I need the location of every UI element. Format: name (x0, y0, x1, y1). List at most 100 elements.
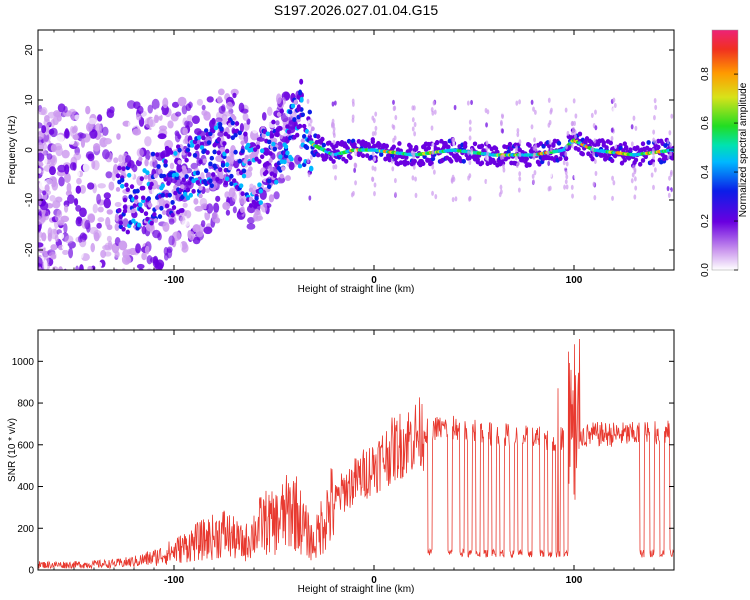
heat-streak (431, 142, 435, 148)
heat-ridge-cell (199, 145, 205, 150)
heat-blob (248, 166, 253, 172)
heat-ridge-cell (197, 135, 202, 141)
heat-blob (79, 249, 84, 259)
heat-blob (260, 202, 268, 213)
heat-blob (88, 270, 96, 280)
heat-blob (59, 298, 66, 307)
heat-ridge-cell (239, 183, 244, 189)
heat-blob (84, 219, 91, 230)
heat-streak (470, 99, 473, 106)
heat-streak (485, 146, 489, 152)
heat-ridge-cell (580, 151, 585, 157)
heat-blob (88, 117, 97, 125)
heat-ridge-cell (320, 136, 325, 142)
heat-ridge-cell (264, 150, 269, 156)
heat-blob (154, 108, 163, 117)
heat-blob (94, 285, 99, 294)
heat-blob (52, 270, 58, 279)
heat-ridge-cell (622, 141, 627, 147)
heat-streak (411, 175, 415, 181)
heat-blob (43, 306, 51, 315)
heat-ridge-cell (160, 192, 165, 198)
heat-ridge-cell (635, 145, 640, 151)
heat-blob (53, 228, 58, 235)
heat-blob (47, 273, 54, 283)
heat-ridge-cell (187, 180, 192, 186)
heat-streak (650, 172, 654, 178)
heat-blob (49, 195, 56, 202)
heat-ridge-cell (166, 181, 171, 186)
snr-plot-area (38, 330, 674, 570)
heat-ridge-cell (430, 156, 436, 162)
heat-ridge-cell (248, 203, 254, 208)
heat-blob (46, 305, 55, 314)
heat-blob (144, 136, 152, 147)
heat-blob (211, 212, 219, 223)
heat-ridge-cell (122, 204, 128, 210)
heat-streak (515, 100, 519, 106)
heat-streak (516, 131, 520, 138)
heat-ridge-cell (590, 156, 595, 162)
heat-blob (279, 129, 285, 136)
heat-streak (308, 125, 312, 132)
heat-ridge-cell (255, 144, 261, 150)
heat-ridge-cell (218, 167, 223, 173)
heat-ridge-cell (227, 165, 233, 171)
heat-blob (38, 302, 46, 308)
heat-blob (38, 199, 42, 206)
heat-streak (373, 191, 376, 197)
heat-ridge-cell (162, 210, 167, 215)
heat-streak (533, 137, 536, 143)
heat-ridge-cell (258, 188, 263, 194)
heat-ridge-cell (269, 133, 275, 139)
heat-blob (224, 191, 230, 199)
heat-ridge-cell (248, 196, 254, 202)
heat-blob (96, 114, 103, 122)
heat-streak (351, 101, 355, 107)
heat-streak (514, 147, 518, 153)
heat-streak (331, 118, 335, 124)
heat-blob (127, 120, 137, 129)
heat-ridge-cell (281, 166, 286, 171)
heat-blob (108, 181, 115, 191)
heat-blob (102, 149, 110, 160)
heat-ridge-cell (134, 194, 139, 200)
heat-blob (246, 223, 256, 230)
heat-blob (96, 193, 101, 205)
heat-streak (533, 109, 537, 115)
heat-blob (136, 263, 145, 269)
heat-blob (38, 152, 45, 162)
heat-blob (168, 235, 175, 246)
heat-blob (276, 141, 283, 151)
heat-streak (571, 193, 574, 199)
heat-ridge-cell (171, 205, 177, 210)
heat-blob (276, 176, 286, 184)
heat-blob (38, 242, 44, 248)
x-tick-label: 100 (566, 575, 583, 586)
heat-blob (77, 308, 84, 315)
heat-ridge-cell (180, 208, 185, 213)
heat-blob (64, 235, 74, 244)
heat-blob (77, 235, 83, 243)
heat-blob (201, 104, 206, 111)
heat-blob (132, 128, 142, 136)
heat-blob (218, 105, 226, 114)
heat-ridge-cell (321, 142, 326, 148)
heat-ridge-cell (208, 178, 213, 184)
heat-blob (63, 292, 69, 302)
heat-streak (594, 170, 598, 177)
heat-streak (309, 118, 313, 124)
heat-ridge-cell (405, 160, 410, 166)
heat-ridge-cell (157, 214, 163, 219)
heat-blob (54, 234, 59, 242)
heat-ridge-cell (170, 200, 175, 205)
heat-streak (632, 164, 635, 170)
heat-blob (37, 286, 45, 293)
heat-blob (239, 206, 245, 213)
heat-ridge-cell (297, 156, 303, 162)
heat-blob (92, 168, 99, 176)
heat-blob (59, 318, 66, 326)
heat-ridge-cell (275, 132, 280, 138)
heat-ridge-cell (155, 205, 160, 211)
heat-streak (452, 141, 456, 147)
